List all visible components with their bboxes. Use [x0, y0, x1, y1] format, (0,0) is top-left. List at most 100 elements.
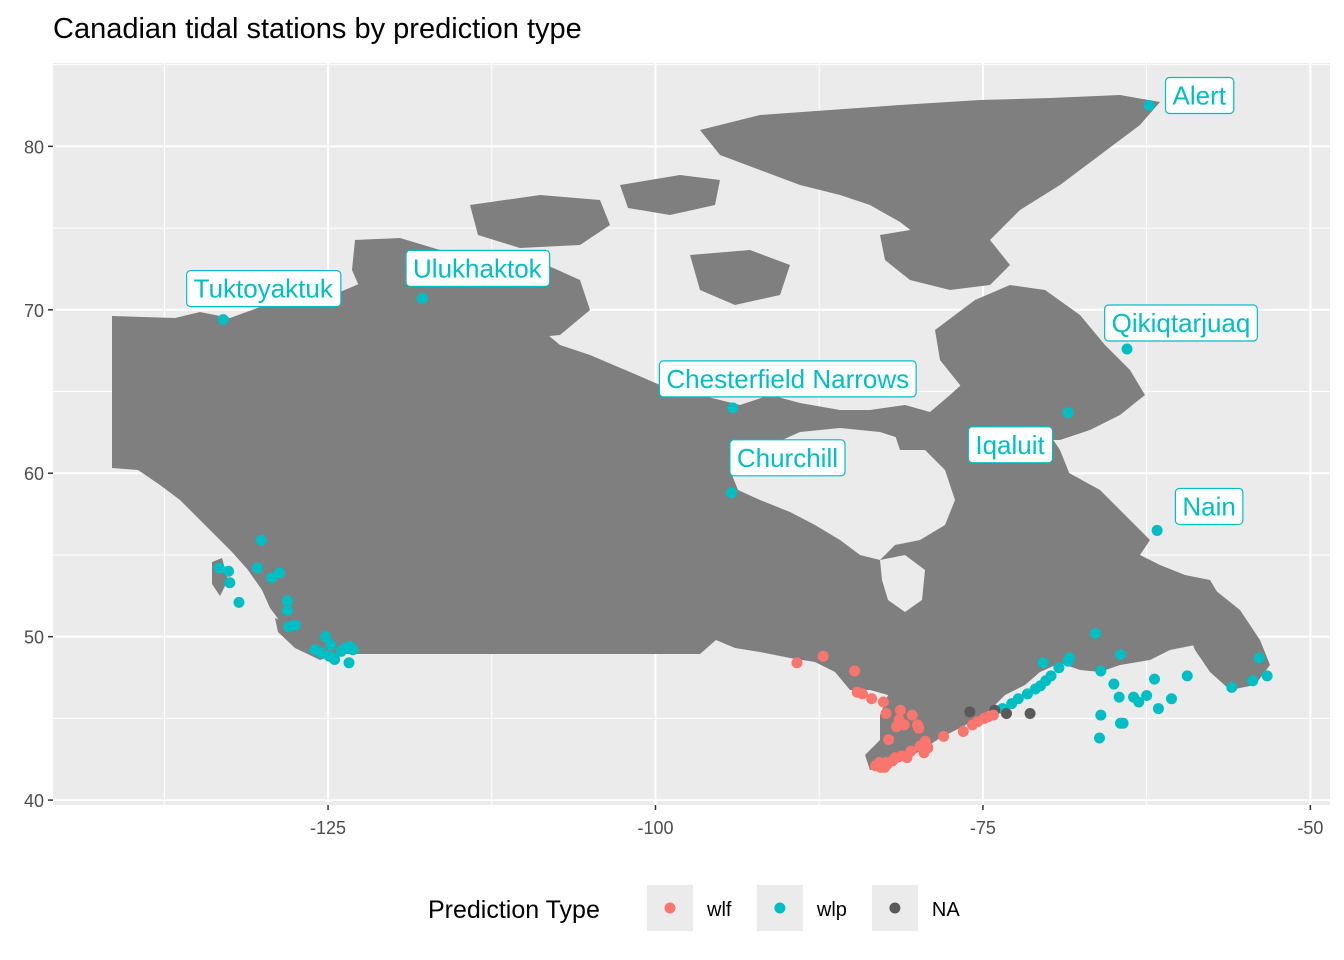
- station-point-wlp: [1108, 678, 1120, 690]
- station-point-wlp: [1090, 627, 1102, 639]
- station-point-na: [964, 706, 976, 718]
- y-axis: 40 50 60 70 80: [24, 137, 53, 811]
- legend: Prediction Type wlf wlp NA: [428, 885, 960, 931]
- station-point-wlf: [938, 730, 950, 742]
- station-point-wlp: [223, 565, 235, 577]
- station-point-wlp: [1166, 693, 1178, 705]
- legend-title: Prediction Type: [428, 896, 600, 924]
- station-point-wlp: [1095, 665, 1107, 677]
- x-tick-label: -75: [970, 818, 996, 838]
- legend-swatch: [664, 902, 676, 914]
- station-point-wlp: [1062, 407, 1074, 419]
- station-point-wlf: [922, 742, 934, 754]
- station-point-wlf: [898, 719, 910, 731]
- x-tick-label: -125: [310, 818, 346, 838]
- svg-text:Iqaluit: Iqaluit: [975, 430, 1045, 460]
- station-point-wlf: [957, 725, 969, 737]
- station-point-wlp: [1063, 652, 1075, 664]
- station-point-wlp: [274, 567, 286, 579]
- station-point-wlp: [255, 534, 267, 546]
- station-point-wlp: [1114, 649, 1126, 661]
- x-tick-label: -50: [1297, 818, 1323, 838]
- station-label: Nain: [1174, 487, 1244, 526]
- station-point-wlp: [1261, 670, 1273, 682]
- station-labels: Alert Tuktoyaktuk Ulukhaktok Qikiqtarjuaq Ch…: [186, 76, 1258, 526]
- x-tick-label: -100: [637, 818, 673, 838]
- station-point-wlp: [281, 605, 293, 617]
- station-point-wlp: [1021, 688, 1033, 700]
- newfoundland: [1180, 590, 1270, 690]
- labrador-peninsula: [1020, 468, 1150, 555]
- station-point-wlf: [894, 704, 906, 716]
- y-tick-label: 60: [24, 464, 44, 484]
- station-point-wlf: [791, 657, 803, 669]
- station-point-wlf: [982, 711, 994, 723]
- station-point-wlp: [1006, 698, 1018, 710]
- station-point-wlp: [347, 644, 359, 656]
- station-point-wlp: [266, 572, 278, 584]
- station-point-wlp: [1133, 696, 1145, 708]
- station-point-wlp: [319, 631, 331, 643]
- station-point-wlp: [251, 562, 263, 574]
- station-point-wlp: [224, 577, 236, 589]
- station-point-wlp: [213, 562, 225, 574]
- y-tick-label: 50: [24, 628, 44, 648]
- station-point-wlf: [901, 752, 913, 764]
- baffin-island: [935, 285, 1145, 440]
- station-point-wlf: [913, 722, 925, 734]
- legend-label: wlf: [706, 899, 732, 921]
- svg-text:Alert: Alert: [1173, 80, 1227, 110]
- station-point-wlf: [849, 665, 861, 677]
- svg-text:Nain: Nain: [1182, 491, 1235, 521]
- station-label: Ulukhaktok: [405, 249, 551, 287]
- axel-heiberg-island: [620, 175, 720, 215]
- station-point-wlp: [329, 654, 341, 666]
- y-tick-label: 40: [24, 791, 44, 811]
- devon-island: [880, 225, 1010, 290]
- station-label: Churchill: [729, 439, 846, 477]
- station-point-na: [1024, 707, 1036, 719]
- station-point-wlp: [1095, 709, 1107, 721]
- station-point-wlp: [217, 314, 229, 326]
- station-point-wlp: [1117, 717, 1129, 729]
- somerset-island: [690, 250, 790, 305]
- station-point-wlp: [1113, 691, 1125, 703]
- station-point-wlp: [1152, 703, 1164, 715]
- station-point-wlf: [856, 688, 868, 700]
- y-tick-label: 80: [24, 137, 44, 157]
- station-point-wlp: [1045, 670, 1057, 682]
- canada-landmass: [112, 95, 1270, 770]
- station-point-wlf: [887, 755, 899, 767]
- station-point-wlf: [877, 696, 889, 708]
- station-label: Alert: [1164, 76, 1235, 115]
- legend-item-wlp: wlp: [756, 885, 847, 931]
- legend-label: wlp: [816, 899, 847, 921]
- svg-text:Chesterfield Narrows: Chesterfield Narrows: [666, 364, 909, 394]
- station-label: Chesterfield Narrows: [658, 360, 917, 398]
- station-point-wlp: [233, 596, 245, 608]
- station-point-wlp: [1148, 673, 1160, 685]
- ellesmere-island: [700, 95, 1160, 255]
- melville-island: [470, 195, 610, 248]
- svg-text:Ulukhaktok: Ulukhaktok: [413, 253, 543, 283]
- station-point-wlf: [866, 693, 878, 705]
- station-label: Iqaluit: [967, 426, 1054, 464]
- station-point-wlp: [416, 292, 428, 304]
- station-point-wlp: [1037, 657, 1049, 669]
- station-point-wlp: [1247, 675, 1259, 687]
- station-label: Qikiqtarjuaq: [1104, 304, 1258, 342]
- svg-text:Tuktoyaktuk: Tuktoyaktuk: [194, 274, 334, 304]
- legend-label: NA: [932, 899, 960, 921]
- station-point-wlp: [1143, 99, 1155, 111]
- station-point-wlp: [325, 639, 337, 651]
- station-point-wlp: [1141, 689, 1153, 701]
- station-point-wlp: [1226, 681, 1238, 693]
- station-label: Tuktoyaktuk: [186, 269, 342, 308]
- svg-text:Churchill: Churchill: [737, 443, 838, 473]
- station-point-wlf: [883, 734, 895, 746]
- legend-item-na: NA: [871, 885, 960, 931]
- station-point-wlp: [1093, 732, 1105, 744]
- station-point-wlp: [281, 595, 293, 607]
- station-point-wlp: [1253, 652, 1265, 664]
- station-point-wlp: [725, 487, 737, 499]
